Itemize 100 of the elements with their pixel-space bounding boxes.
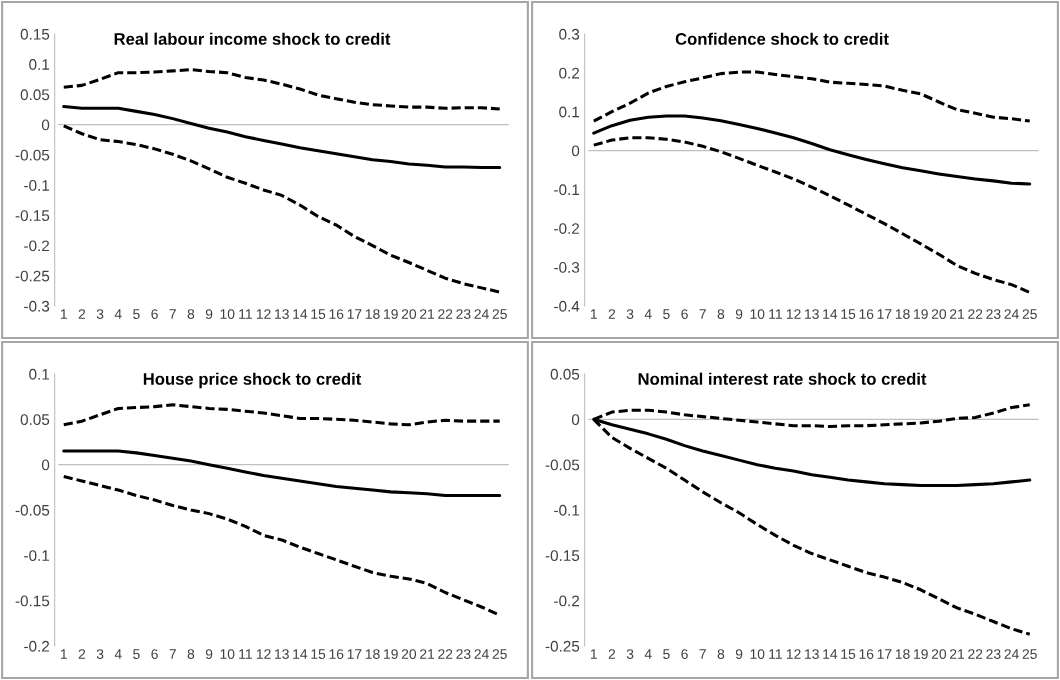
y-tick-label: -0.25 [545,640,580,652]
x-tick-label: 1 [590,649,597,659]
x-tick-label: 11 [239,309,252,319]
y-tick-label: -0.3 [24,300,50,312]
x-tick-label: 5 [133,649,140,659]
x-tick-label: 11 [239,649,252,659]
x-tick-label: 4 [114,649,122,659]
x-tick-label: 19 [384,649,398,659]
y-tick-label: -0.05 [15,149,50,161]
x-tick-label: 21 [420,649,435,659]
x-tick-label: 7 [169,649,176,659]
y-tick-label: -0.25 [15,270,50,282]
y-tick-label: 0 [571,145,580,157]
y-tick-label: -0.1 [554,504,580,516]
x-tick-label: 23 [456,309,471,319]
y-tick-label: 0.15 [20,28,50,40]
x-tick-label: 12 [256,649,271,659]
x-tick-label: 13 [805,649,819,659]
x-tick-label: 13 [805,309,819,319]
x-tick-label: 25 [1022,649,1037,659]
y-tick-label: 0 [41,119,50,131]
x-tick-label: 3 [96,309,104,319]
x-tick-label: 22 [438,309,453,319]
y-tick-label: -0.1 [24,550,50,562]
x-tick-label: 8 [187,649,195,659]
x-tick-label: 7 [699,309,706,319]
line-series [62,124,502,294]
x-tick-label: 1 [60,649,67,659]
x-tick-label: 9 [735,649,743,659]
x-tick-label: 22 [438,649,453,659]
x-tick-label: 16 [329,649,344,659]
x-tick-label: 15 [311,309,326,319]
x-tick-label: 23 [986,649,1001,659]
y-tick-label: 0 [41,459,50,471]
x-tick-label: 6 [151,309,158,319]
line-series [62,68,502,111]
x-tick-label: 4 [644,649,652,659]
x-tick-label: 20 [931,309,947,319]
x-tick-label: 2 [78,649,86,659]
y-tick-label: -0.2 [24,240,50,252]
x-tick-label: 23 [986,309,1001,319]
y-tick-label: 0.05 [550,368,580,380]
x-tick-label: 5 [133,309,140,319]
x-tick-label: 21 [950,649,965,659]
x-tick-label: 14 [293,309,308,319]
y-tick-label: -0.05 [545,459,580,471]
y-tick-label: 0 [571,414,580,426]
line-series [62,105,502,170]
x-tick-label: 6 [681,309,688,319]
x-tick-label: 21 [420,309,435,319]
y-tick-label: -0.4 [554,300,580,312]
x-tick-label: 10 [220,309,235,319]
x-tick-label: 19 [384,309,398,319]
x-tick-label: 3 [96,649,104,659]
x-tick-label: 12 [256,309,271,319]
x-tick-label: 1 [590,309,597,319]
x-tick-label: 4 [644,309,652,319]
x-tick-label: 3 [626,649,634,659]
x-tick-label: 17 [347,309,362,319]
x-tick-label: 20 [401,649,417,659]
x-tick-label: 24 [1004,649,1019,659]
x-tick-label: 2 [78,309,86,319]
y-tick-label: -0.1 [24,179,50,191]
x-tick-label: 17 [347,649,362,659]
x-tick-label: 15 [841,649,856,659]
x-tick-label: 11 [769,309,782,319]
x-tick-label: 16 [859,309,874,319]
x-tick-label: 13 [275,649,289,659]
x-tick-label: 18 [365,649,380,659]
x-tick-label: 18 [365,309,380,319]
x-tick-label: 16 [859,649,874,659]
x-tick-label: 5 [663,649,670,659]
x-tick-label: 25 [492,309,507,319]
x-tick-label: 18 [895,309,910,319]
y-tick-label: -0.15 [15,210,50,222]
x-tick-label: 17 [877,309,892,319]
y-tick-label: -0.05 [15,504,50,516]
x-tick-label: 24 [474,309,489,319]
x-tick-label: 9 [205,309,213,319]
line-series [592,114,1032,186]
x-tick-label: 22 [968,309,983,319]
chart-title: Nominal interest rate shock to credit [638,372,927,385]
x-tick-label: 1 [60,309,67,319]
y-tick-label: 0.1 [29,59,50,70]
x-tick-label: 14 [293,649,308,659]
y-tick-label: 0.3 [559,28,580,40]
x-tick-label: 18 [895,649,910,659]
x-tick-label: 3 [626,309,634,319]
x-tick-label: 22 [968,649,983,659]
x-tick-label: 5 [663,309,670,319]
x-tick-label: 17 [877,649,892,659]
y-tick-label: -0.1 [554,184,580,196]
x-tick-label: 2 [608,649,616,659]
x-tick-label: 19 [914,309,928,319]
y-tick-label: 0.05 [20,89,50,101]
chart-title: House price shock to credit [143,372,362,389]
y-tick-label: -0.2 [554,595,580,607]
x-tick-label: 7 [699,649,706,659]
x-tick-label: 2 [608,309,616,319]
y-tick-label: -0.2 [554,223,580,234]
